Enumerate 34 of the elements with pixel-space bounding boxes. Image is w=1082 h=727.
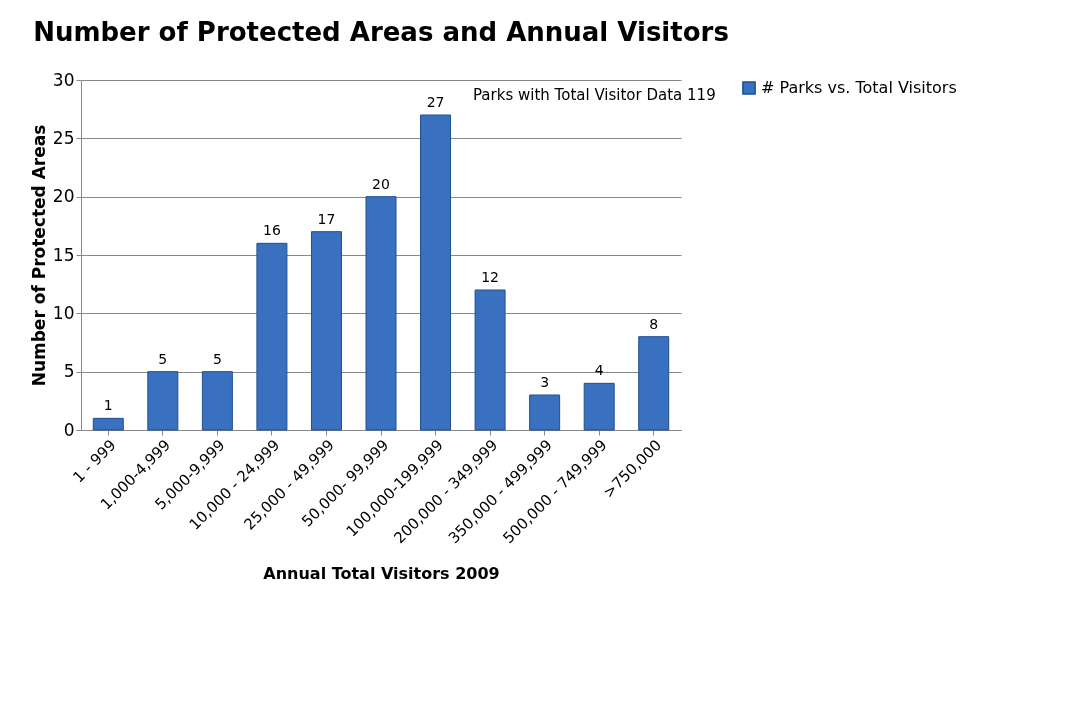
bar bbox=[420, 114, 452, 431]
y-tick-label: 30 bbox=[52, 69, 75, 90]
data-label: 5 bbox=[212, 350, 222, 367]
y-tick-label: 25 bbox=[52, 127, 75, 148]
data-label: 8 bbox=[649, 315, 659, 332]
bar bbox=[529, 394, 561, 431]
x-axis-title: Annual Total Visitors 2009 bbox=[263, 564, 500, 584]
annotation: Parks with Total Visitor Data 119 bbox=[473, 86, 716, 104]
bar bbox=[474, 289, 506, 431]
data-label: 20 bbox=[372, 175, 390, 192]
y-axis-title: Number of Protected Areas bbox=[28, 124, 49, 387]
chart-title: Number of Protected Areas and Annual Visitors bbox=[33, 17, 729, 47]
bar bbox=[147, 371, 179, 431]
bar bbox=[201, 371, 233, 431]
bar bbox=[638, 336, 670, 431]
y-tick-label: 20 bbox=[52, 186, 75, 207]
y-tick-label: 5 bbox=[63, 361, 75, 382]
data-label: 1 bbox=[103, 397, 113, 414]
bar bbox=[365, 196, 397, 431]
data-label: 16 bbox=[263, 222, 281, 239]
data-label: 3 bbox=[540, 374, 550, 390]
data-label: 5 bbox=[158, 350, 168, 367]
y-tick-label: 15 bbox=[52, 244, 75, 265]
legend-label: # Parks vs. Total Visitors bbox=[761, 78, 957, 97]
y-tick-label: 10 bbox=[52, 302, 75, 323]
bar bbox=[583, 382, 615, 431]
bar bbox=[310, 231, 342, 431]
y-tick-label: 0 bbox=[63, 419, 75, 440]
data-label: 17 bbox=[317, 210, 336, 227]
data-label: 4 bbox=[594, 362, 604, 379]
bar bbox=[92, 417, 124, 431]
bar bbox=[256, 242, 288, 431]
data-label: 12 bbox=[481, 269, 499, 285]
data-label: 27 bbox=[426, 94, 445, 110]
